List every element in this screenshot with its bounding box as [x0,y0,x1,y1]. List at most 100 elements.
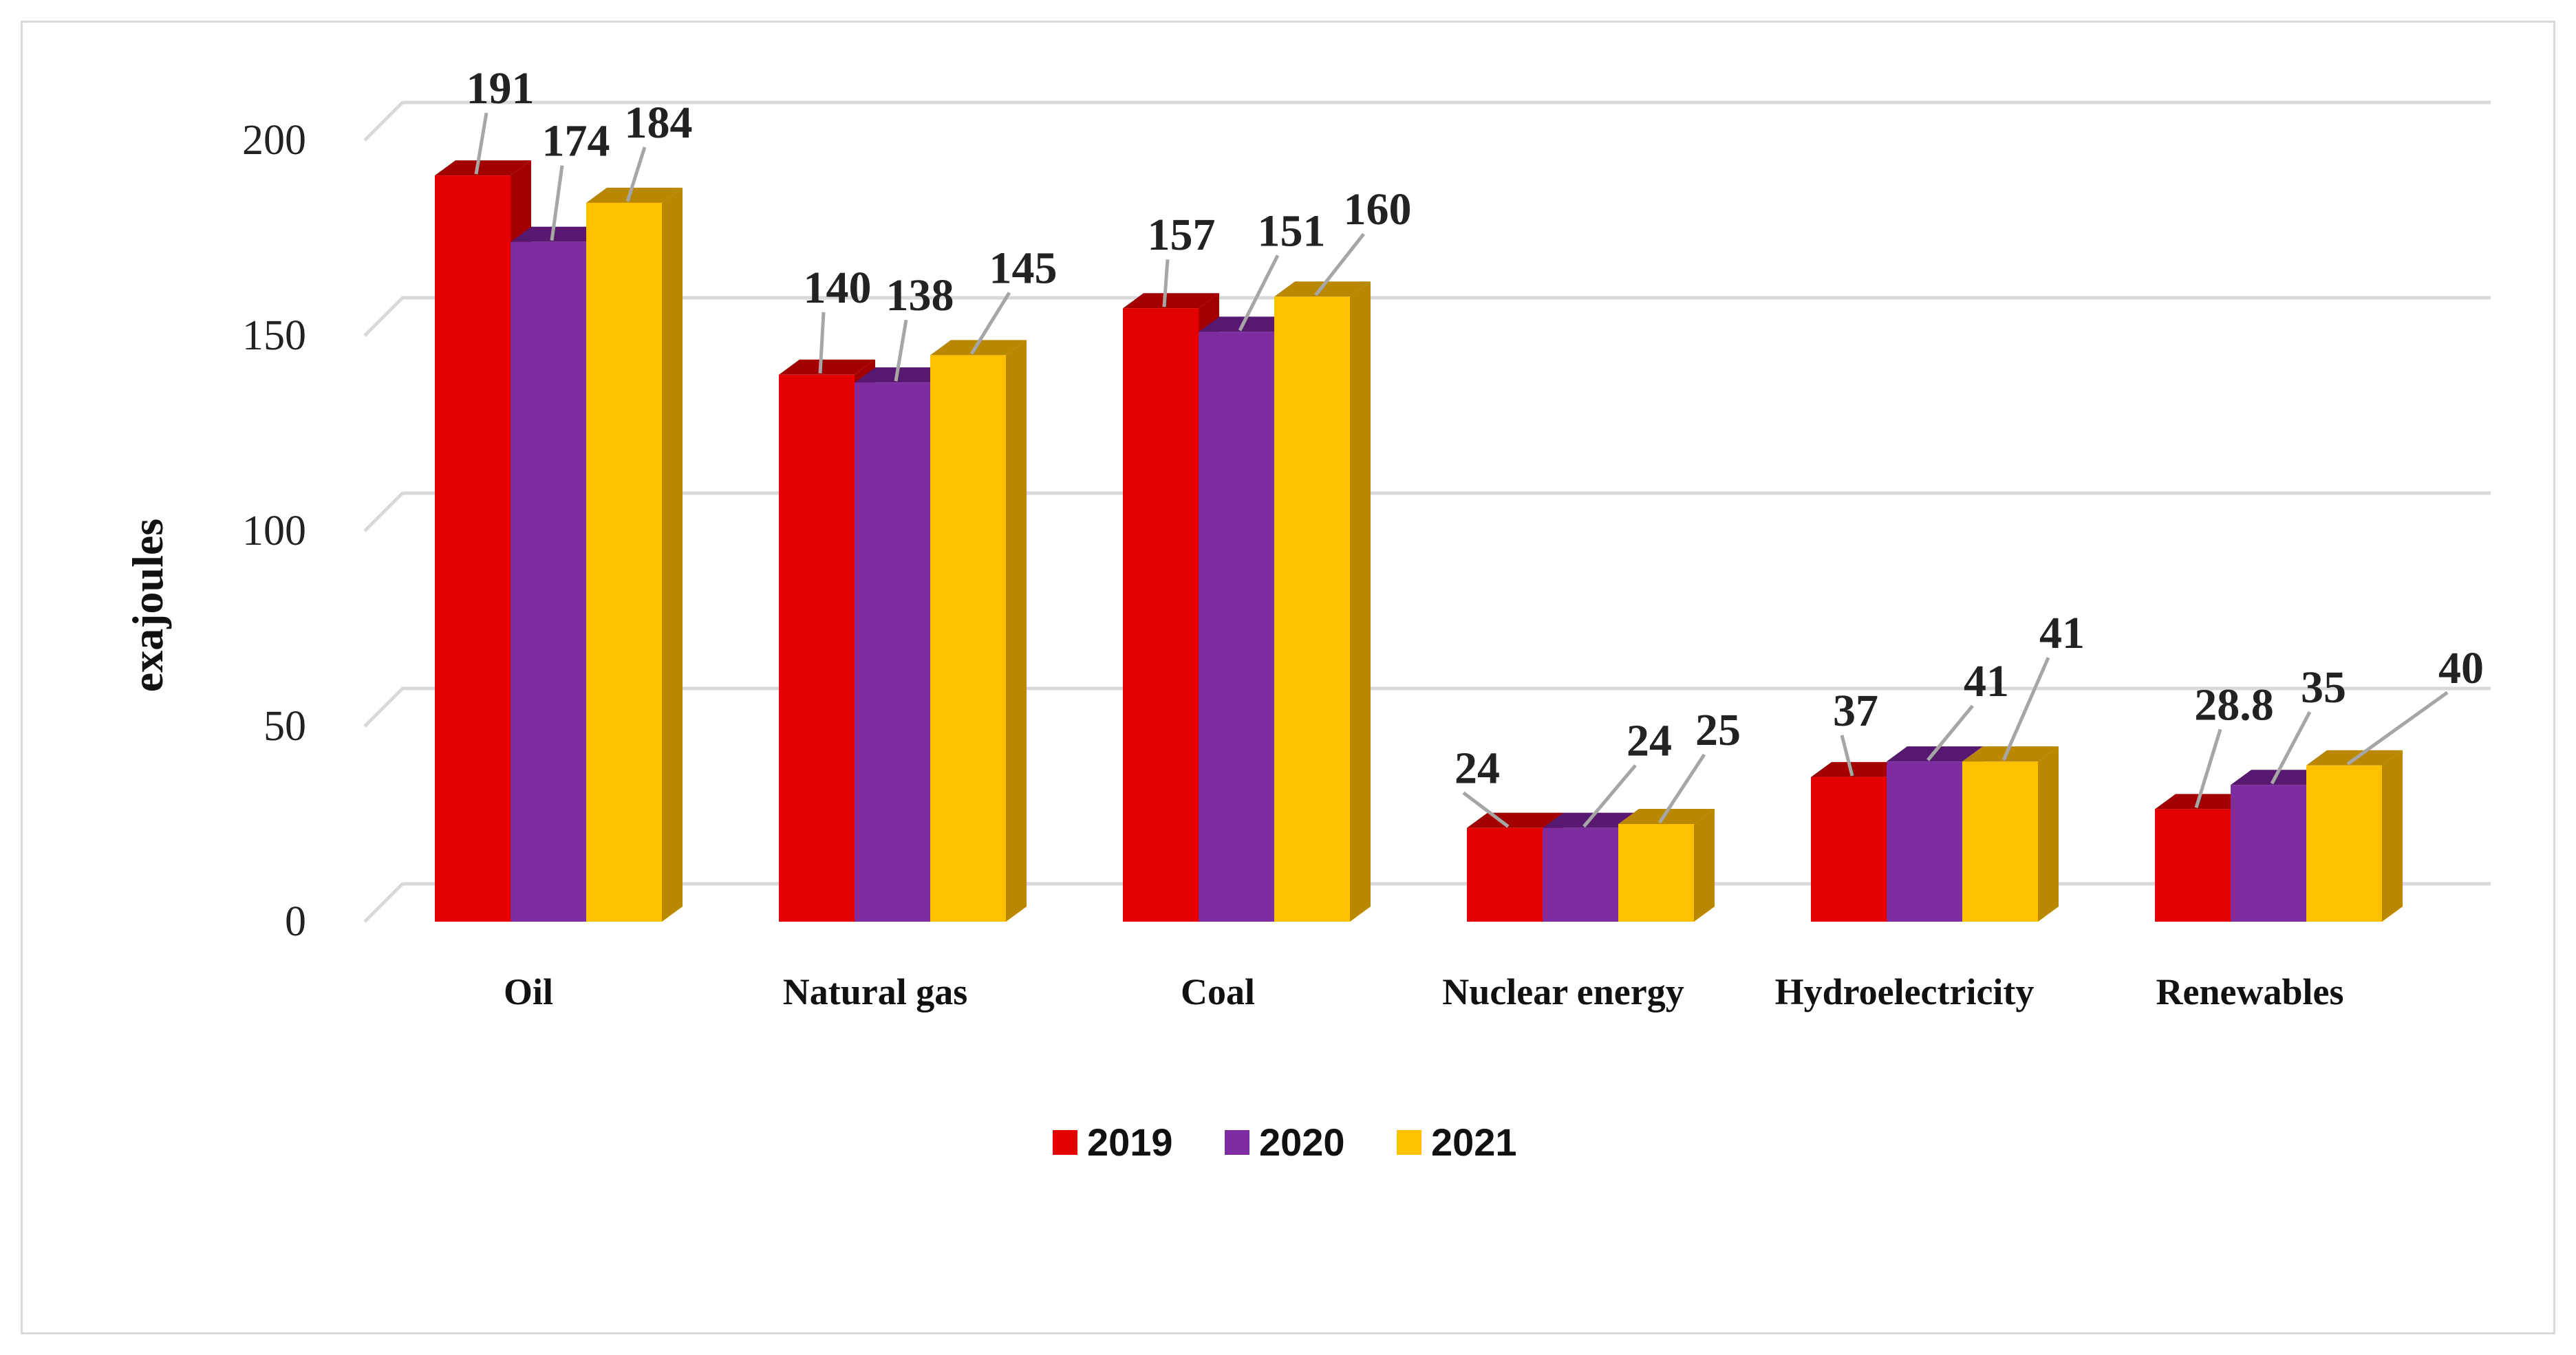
legend-swatch [1225,1130,1249,1155]
y-tick-label: 0 [285,898,306,945]
bars [435,160,2403,922]
bar [2306,750,2403,922]
bar-top [1811,761,1907,777]
category-label: Renewables [2156,971,2344,1012]
bar [1274,281,1371,922]
bar-top [435,160,531,176]
bar [1962,746,2059,922]
leader-line [550,165,564,241]
gridline [363,296,2491,337]
leader-line [1314,232,1365,296]
data-label: 37 [1833,686,1878,736]
data-label: 138 [886,270,954,321]
leader-line [1462,791,1510,828]
bar [930,340,1027,922]
bar-front [2155,809,2231,922]
bar-front [930,355,1006,922]
bar-front [2306,765,2382,922]
leader-line [1840,735,1854,777]
gridline [363,491,2491,532]
leader-line [1238,254,1280,332]
bar-top [1123,293,1219,309]
legend-label: 2019 [1087,1120,1173,1164]
bar-front [1543,827,1618,922]
data-label: 24 [1627,716,1672,766]
gridline [363,882,2491,923]
data-label: 160 [1344,184,1412,235]
leader-line [2001,657,2050,761]
leader-line [474,112,489,175]
bar-top [1467,812,1563,828]
data-label: 40 [2438,643,2484,693]
bar-top [1962,746,2059,762]
bar-side [2382,750,2403,922]
legend-swatch [1053,1130,1077,1155]
category-label: Coal [1181,971,1255,1012]
y-axis-ticks: 0 50 100 150 200 [242,117,306,945]
leader-line [1582,764,1637,828]
leader-line [818,312,826,373]
bar-side [1006,340,1027,922]
data-label: 174 [542,116,610,166]
legend-label: 2020 [1259,1120,1345,1164]
gridlines [363,100,2491,923]
leader-line [2346,691,2449,766]
legend-label: 2021 [1431,1120,1517,1164]
y-tick-label: 50 [264,703,306,750]
leader-line [2270,711,2312,785]
category-label: Oil [504,971,553,1012]
leader-line [625,147,647,202]
data-label: 41 [1964,656,2009,706]
leader-line [1162,259,1170,307]
bar-front [1887,761,1962,922]
bar [1618,809,1715,922]
bar-front [435,175,511,922]
data-label: 28.8 [2194,680,2274,730]
data-label: 191 [466,63,535,113]
bar-top [1199,316,1295,332]
bar [586,187,683,922]
data-label: 184 [625,98,693,148]
data-label: 41 [2039,608,2085,658]
leader-line [894,319,908,382]
bar-front [1618,824,1694,922]
legend: 2019 2020 2021 [1053,1120,1517,1164]
bar-top [2231,770,2327,785]
legend-swatch [1397,1130,1421,1155]
category-label: Nuclear energy [1442,971,1684,1012]
category-label: Hydroelectricity [1775,971,2035,1012]
data-label: 25 [1695,705,1741,755]
bar-top [930,340,1027,356]
bar-front [2231,785,2306,922]
data-label: 157 [1148,210,1216,260]
bar-front [1811,777,1887,922]
leader-line [1657,753,1706,824]
bar-front [511,241,586,922]
bar-front [1962,761,2038,922]
leader-line [969,292,1011,355]
bar-side [2038,746,2059,922]
gridline [363,100,2491,142]
bar-top [779,359,875,375]
y-axis-title: exajoules [123,519,172,692]
bar-front [779,374,855,922]
x-axis-categories: Oil Natural gas Coal Nuclear energy Hydroele… [504,971,2344,1012]
bar-side [1350,281,1371,922]
bar-top [1618,809,1715,824]
category-label: Natural gas [783,971,968,1012]
bar-front [1467,827,1543,922]
leader-line [2194,728,2222,809]
y-tick-label: 150 [242,312,306,359]
bar-side [662,187,683,922]
data-label: 145 [989,243,1058,293]
data-label: 151 [1258,206,1326,256]
y-tick-label: 100 [242,508,306,554]
leader-line [1926,704,1974,761]
gridline [363,686,2491,728]
bar-front [1199,332,1274,922]
bar-front [1123,308,1199,922]
bar-front [586,202,662,922]
data-label: 140 [804,263,872,313]
